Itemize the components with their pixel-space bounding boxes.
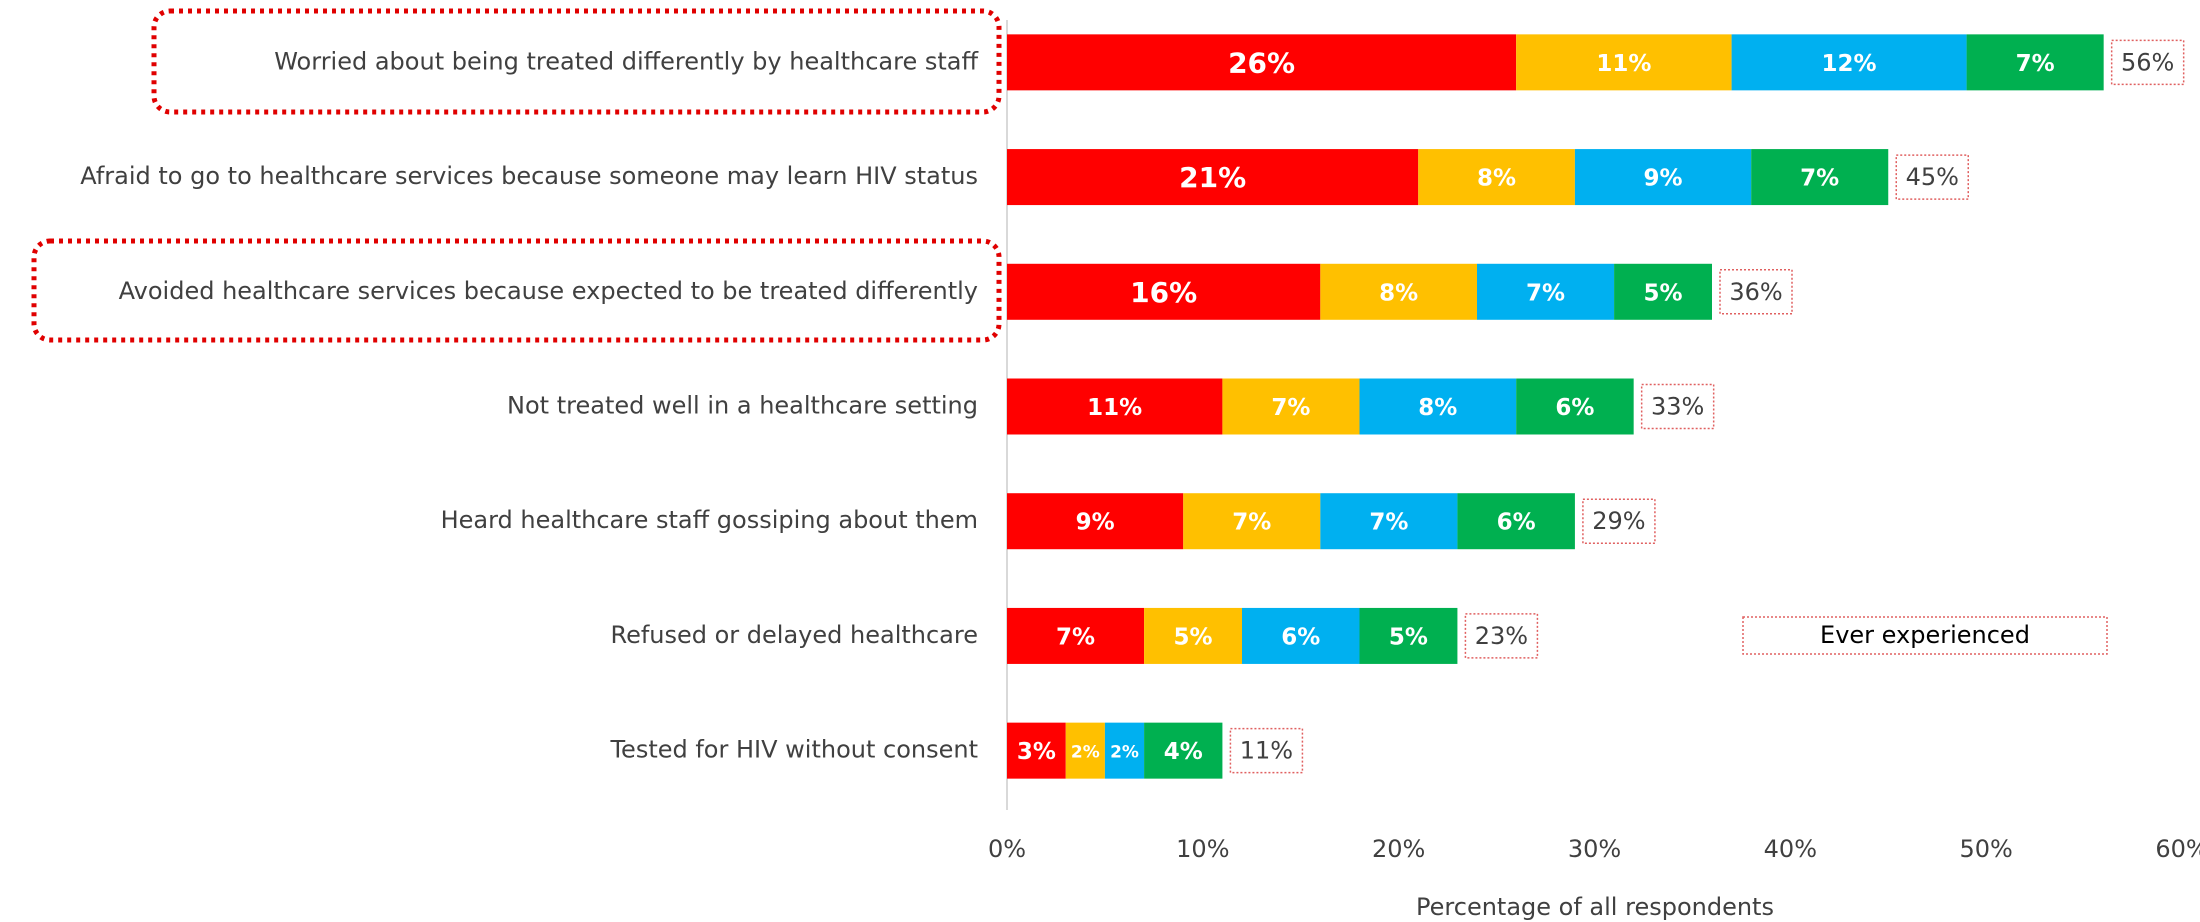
data-label: 7%: [1271, 395, 1310, 421]
bar-segment: [1614, 263, 1712, 320]
x-tick-label: 30%: [1568, 835, 1621, 863]
category-label: Heard healthcare staff gossiping about t…: [441, 506, 978, 534]
data-label: 21%: [1179, 161, 1246, 194]
data-label: 2%: [1110, 743, 1139, 763]
category-label: Worried about being treated differently …: [274, 47, 978, 75]
bar-segment: [1731, 34, 1967, 91]
total-label: 33%: [1651, 393, 1704, 421]
bar-segment: [1007, 493, 1184, 550]
data-label: 8%: [1418, 395, 1457, 421]
x-tick-label: 50%: [1959, 835, 2012, 863]
data-label: 8%: [1379, 280, 1418, 306]
data-label: 6%: [1497, 510, 1536, 536]
bar-segment: [1007, 607, 1145, 664]
bar-segment: [1183, 493, 1321, 550]
data-label: 9%: [1644, 166, 1683, 192]
category-label: Avoided healthcare services because expe…: [119, 277, 978, 305]
bar-segment: [1516, 34, 1732, 91]
data-label: 7%: [1526, 280, 1565, 306]
total-box: [1464, 613, 1539, 659]
total-label: 23%: [1475, 622, 1528, 650]
total-label: 29%: [1592, 507, 1645, 535]
data-label: 4%: [1164, 739, 1203, 765]
bar-segment: [1418, 149, 1575, 206]
highlight-box: [151, 8, 1002, 115]
data-label: 5%: [1644, 280, 1683, 306]
total-box: [1719, 269, 1793, 315]
total-label: 45%: [1906, 163, 1959, 191]
data-label: 26%: [1228, 46, 1295, 79]
data-label: 7%: [1056, 624, 1095, 650]
data-label: 9%: [1076, 510, 1115, 536]
bar-segment: [1966, 34, 2104, 91]
bar-segment: [1065, 722, 1105, 779]
x-tick-label: 10%: [1176, 835, 1229, 863]
bar-segment: [1007, 263, 1321, 320]
bar-segment: [1144, 607, 1242, 664]
bar-segment: [1477, 263, 1615, 320]
bar-segment: [1007, 149, 1419, 206]
legend-label: Ever experienced: [1820, 621, 2030, 649]
bar-segment: [1104, 722, 1145, 779]
data-label: 6%: [1281, 624, 1320, 650]
category-label: Tested for HIV without consent: [609, 736, 978, 764]
x-tick-label: 20%: [1372, 835, 1425, 863]
x-tick-label: 60%: [2155, 835, 2200, 863]
bar-segment: [1516, 378, 1634, 435]
x-tick-label: 0%: [988, 835, 1026, 863]
data-label: 6%: [1555, 395, 1594, 421]
data-label: 5%: [1389, 624, 1428, 650]
data-label: 7%: [1369, 510, 1408, 536]
bar-segment: [1320, 493, 1458, 550]
data-label: 3%: [1017, 739, 1056, 765]
highlight-box: [31, 238, 1002, 343]
x-tick-label: 40%: [1764, 835, 1817, 863]
total-box: [1640, 383, 1715, 430]
total-label: 36%: [1729, 278, 1782, 306]
bar-segment: [1007, 378, 1223, 435]
bar-segment: [1222, 378, 1360, 435]
bar-segment: [1144, 722, 1223, 779]
category-label: Refused or delayed healthcare: [610, 621, 978, 649]
bar-segment: [1457, 493, 1575, 550]
legend-box: [1742, 616, 2108, 655]
total-label: 11%: [1240, 737, 1293, 765]
total-box: [1582, 498, 1656, 544]
x-axis-label: Percentage of all respondents: [1416, 893, 1774, 921]
category-label: Not treated well in a healthcare setting: [507, 392, 978, 420]
category-label: Afraid to go to healthcare services beca…: [80, 162, 978, 190]
data-label: 2%: [1071, 743, 1100, 763]
bar-segment: [1751, 149, 1889, 206]
total-box: [1229, 727, 1304, 774]
bar-segment: [1359, 607, 1458, 664]
bar-segment: [1359, 378, 1517, 435]
bar-segment: [1242, 607, 1360, 664]
bar-segment: [1007, 722, 1066, 779]
bar-segment: [1320, 263, 1477, 320]
data-label: 11%: [1087, 395, 1142, 421]
data-label: 8%: [1477, 166, 1516, 192]
total-box: [2110, 39, 2185, 86]
data-label: 7%: [1232, 510, 1271, 536]
data-label: 12%: [1822, 51, 1877, 77]
bar-segment: [1574, 149, 1752, 206]
data-label: 16%: [1130, 276, 1197, 309]
data-label: 7%: [1800, 166, 1839, 192]
data-label: 11%: [1596, 51, 1651, 77]
total-label: 56%: [2121, 48, 2174, 76]
data-label: 5%: [1174, 624, 1213, 650]
total-box: [1895, 154, 1969, 200]
data-label: 7%: [2016, 51, 2055, 77]
bar-segment: [1007, 34, 1517, 91]
